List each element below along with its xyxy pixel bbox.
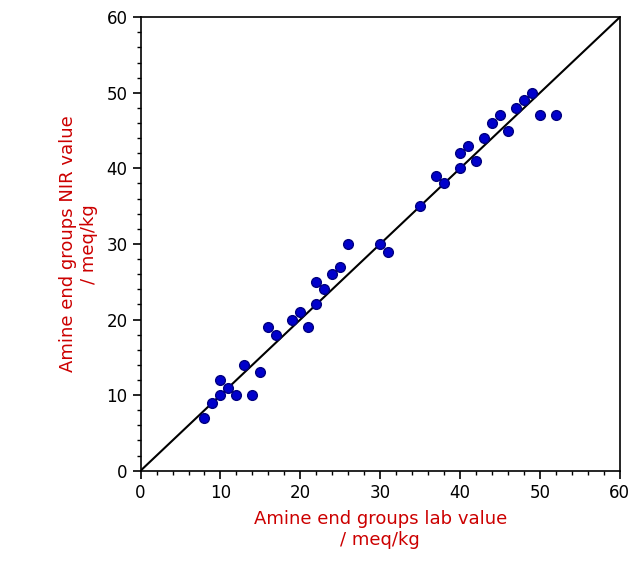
Point — [503, 126, 513, 135]
X-axis label: Amine end groups lab value
/ meq/kg: Amine end groups lab value / meq/kg — [254, 510, 507, 549]
Point — [199, 413, 210, 422]
Y-axis label: Amine end groups NIR value
/ meq/kg: Amine end groups NIR value / meq/kg — [59, 115, 98, 373]
Point — [479, 134, 489, 143]
Point — [551, 111, 561, 120]
Point — [271, 330, 281, 339]
Point — [311, 300, 321, 309]
Point — [215, 390, 226, 400]
Point — [383, 247, 393, 256]
Point — [415, 201, 425, 211]
Point — [495, 111, 505, 120]
Point — [247, 390, 258, 400]
Point — [471, 156, 481, 165]
Point — [511, 103, 521, 113]
Point — [455, 164, 465, 173]
Point — [255, 368, 266, 377]
Point — [311, 277, 321, 286]
Point — [375, 239, 385, 249]
Point — [463, 141, 473, 150]
Point — [239, 360, 249, 370]
Point — [439, 179, 449, 188]
Point — [303, 323, 313, 332]
Point — [343, 239, 353, 249]
Point — [215, 375, 226, 385]
Point — [263, 323, 273, 332]
Point — [231, 390, 242, 400]
Point — [455, 149, 465, 158]
Point — [207, 398, 217, 408]
Point — [527, 88, 537, 98]
Point — [519, 96, 529, 105]
Point — [319, 285, 330, 294]
Point — [431, 172, 441, 181]
Point — [224, 383, 234, 392]
Point — [295, 308, 305, 317]
Point — [487, 118, 497, 127]
Point — [327, 270, 337, 279]
Point — [535, 111, 545, 120]
Point — [335, 262, 345, 272]
Point — [287, 315, 297, 324]
